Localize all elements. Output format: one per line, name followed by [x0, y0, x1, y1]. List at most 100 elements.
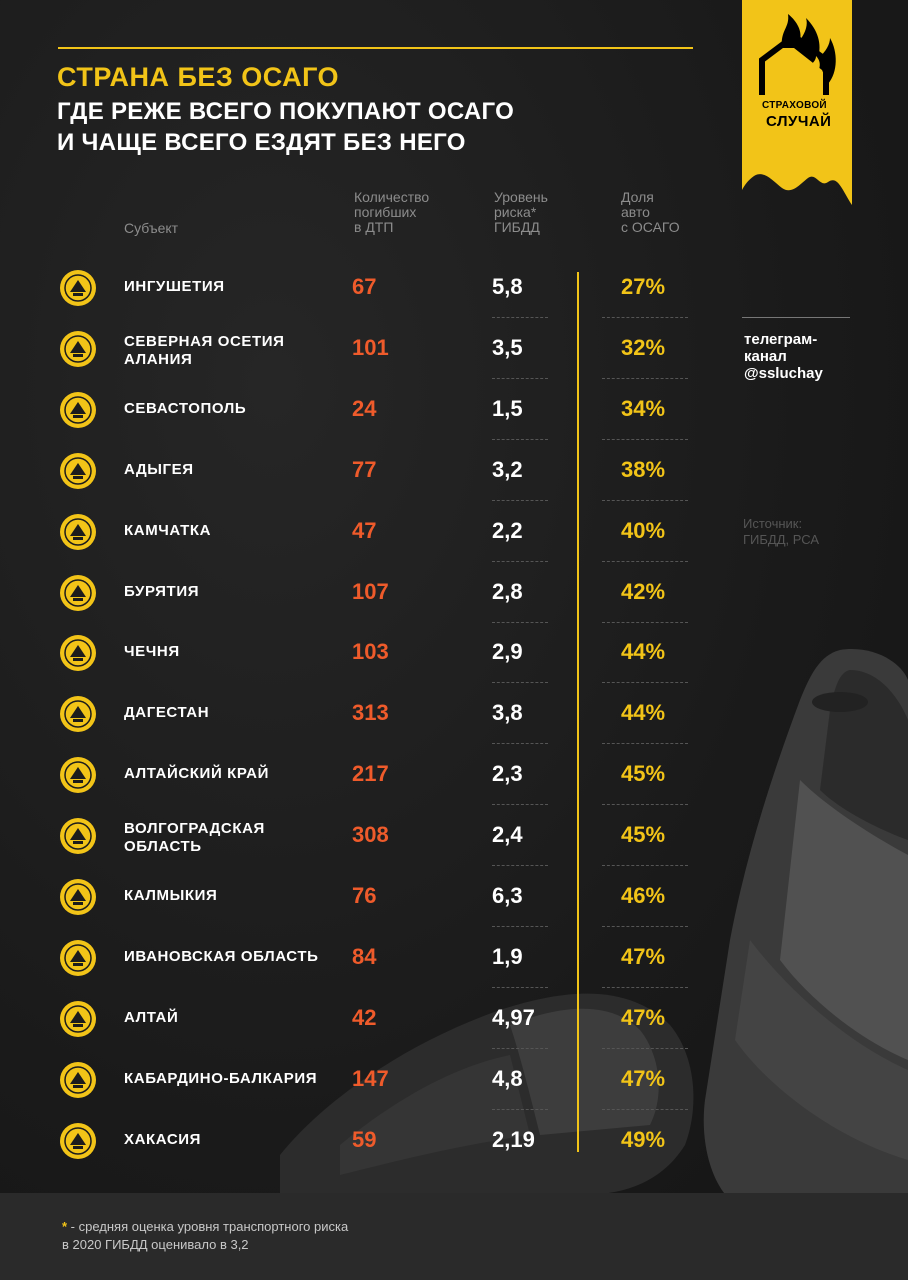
- risk-value: 2,8: [492, 579, 523, 604]
- region-name: СЕВЕРНАЯ ОСЕТИЯ АЛАНИЯ: [124, 333, 285, 369]
- header-risk: Уровень риска* ГИБДД: [494, 190, 548, 235]
- risk-value: 5,8: [492, 274, 523, 299]
- row-separator: [492, 926, 548, 927]
- row-separator: [492, 865, 548, 866]
- row-separator: [492, 1048, 548, 1049]
- region-name-line: КАБАРДИНО-БАЛКАРИЯ: [124, 1070, 318, 1087]
- row-separator: [602, 561, 688, 562]
- table-row: СЕВАСТОПОЛЬ 24 1,5 34%: [0, 380, 908, 441]
- deaths-value: 313: [352, 700, 389, 725]
- table-row: АДЫГЕЯ 77 3,2 38%: [0, 441, 908, 502]
- deaths-value: 107: [352, 579, 389, 604]
- row-separator: [492, 804, 548, 805]
- region-name-line: ИВАНОВСКАЯ ОБЛАСТЬ: [124, 948, 319, 965]
- row-separator: [602, 865, 688, 866]
- telegram-channel[interactable]: телеграм- канал @ssluchay: [744, 331, 823, 382]
- table-row: КАБАРДИНО-БАЛКАРИЯ 147 4,8 47%: [0, 1050, 908, 1111]
- deaths-value: 76: [352, 883, 377, 908]
- row-separator: [492, 1109, 548, 1110]
- table-row: КАМЧАТКА 47 2,2 40%: [0, 502, 908, 563]
- share-value: 47%: [621, 1005, 666, 1030]
- region-name-line: АДЫГЕЯ: [124, 461, 194, 478]
- deaths-value: 147: [352, 1066, 389, 1091]
- footnote: * - средняя оценка уровня транспортного …: [62, 1218, 348, 1254]
- region-name: СЕВАСТОПОЛЬ: [124, 400, 246, 418]
- region-name-line: АЛТАЙ: [124, 1009, 179, 1026]
- region-name-line: АЛАНИЯ: [124, 351, 193, 368]
- region-name-line: ОБЛАСТЬ: [124, 838, 202, 855]
- top-accent-line: [58, 47, 693, 49]
- table-row: ИВАНОВСКАЯ ОБЛАСТЬ 84 1,9 47%: [0, 928, 908, 989]
- logo-text-1: СТРАХОВОЙ: [762, 100, 827, 111]
- column-divider: [577, 272, 579, 1152]
- header-deaths-line-3: в ДТП: [354, 219, 394, 235]
- deaths-value: 308: [352, 822, 389, 847]
- row-separator: [602, 317, 688, 318]
- footnote-star: *: [62, 1219, 68, 1234]
- emblem-icon: [58, 999, 98, 1039]
- header-subject: Субъект: [124, 220, 179, 236]
- share-value: 44%: [621, 700, 666, 725]
- header-risk-line-3: ГИБДД: [494, 219, 540, 235]
- share-value: 47%: [621, 1066, 666, 1091]
- table-row: БУРЯТИЯ 107 2,8 42%: [0, 563, 908, 624]
- emblem-icon: [58, 877, 98, 917]
- region-name: КАЛМЫКИЯ: [124, 887, 217, 905]
- risk-value: 3,8: [492, 700, 523, 725]
- row-separator: [492, 743, 548, 744]
- emblem-icon: [58, 1060, 98, 1100]
- table-row: СЕВЕРНАЯ ОСЕТИЯ АЛАНИЯ 101 3,5 32%: [0, 319, 908, 380]
- header-deaths-line-2: погибших: [354, 204, 417, 220]
- emblem-icon: [58, 512, 98, 552]
- row-separator: [602, 743, 688, 744]
- deaths-value: 103: [352, 639, 389, 664]
- row-separator: [602, 622, 688, 623]
- row-separator: [492, 317, 548, 318]
- region-name-line: ЧЕЧНЯ: [124, 643, 180, 660]
- region-name-line: КАМЧАТКА: [124, 522, 212, 539]
- page-subtitle: ГДЕ РЕЖЕ ВСЕГО ПОКУПАЮТ ОСАГО И ЧАЩЕ ВСЕ…: [57, 96, 514, 158]
- header-share: Доля авто с ОСАГО: [621, 190, 680, 235]
- emblem-icon: [58, 329, 98, 369]
- table-row: ХАКАСИЯ 59 2,19 49%: [0, 1111, 908, 1172]
- header-share-line-2: авто: [621, 204, 650, 220]
- risk-value: 1,9: [492, 944, 523, 969]
- deaths-value: 24: [352, 396, 377, 421]
- region-name: ВОЛГОГРАДСКАЯ ОБЛАСТЬ: [124, 820, 265, 856]
- row-separator: [602, 439, 688, 440]
- emblem-icon: [58, 268, 98, 308]
- table-row: ДАГЕСТАН 313 3,8 44%: [0, 684, 908, 745]
- row-separator: [602, 682, 688, 683]
- region-name: КАБАРДИНО-БАЛКАРИЯ: [124, 1070, 317, 1088]
- risk-value: 2,3: [492, 761, 523, 786]
- table-row: АЛТАЙ 42 4,97 47%: [0, 989, 908, 1050]
- region-name-line: ДАГЕСТАН: [124, 704, 210, 721]
- deaths-value: 67: [352, 274, 377, 299]
- row-separator: [602, 987, 688, 988]
- row-separator: [492, 500, 548, 501]
- header-deaths: Количество погибших в ДТП: [354, 190, 429, 235]
- row-separator: [602, 378, 688, 379]
- table-row: ИНГУШЕТИЯ 67 5,8 27%: [0, 258, 908, 319]
- emblem-icon: [58, 694, 98, 734]
- footer: [0, 1193, 908, 1280]
- share-value: 45%: [621, 822, 666, 847]
- row-separator: [602, 1109, 688, 1110]
- footnote-text-1: - средняя оценка уровня транспортного ри…: [67, 1219, 349, 1234]
- region-name-line: СЕВАСТОПОЛЬ: [124, 400, 247, 417]
- telegram-line-1: телеграм-: [744, 331, 818, 348]
- row-separator: [602, 804, 688, 805]
- deaths-value: 59: [352, 1127, 377, 1152]
- share-value: 27%: [621, 274, 666, 299]
- car-image-large: [703, 649, 908, 1200]
- car-image-small: [280, 993, 694, 1195]
- emblem-icon: [58, 633, 98, 673]
- region-name: АЛТАЙ: [124, 1009, 178, 1027]
- emblem-icon: [58, 1121, 98, 1161]
- region-name-line: ХАКАСИЯ: [124, 1131, 202, 1148]
- emblem-icon: [58, 938, 98, 978]
- telegram-line-2: канал: [744, 348, 787, 365]
- row-separator: [492, 378, 548, 379]
- risk-value: 1,5: [492, 396, 523, 421]
- subtitle-line-1: ГДЕ РЕЖЕ ВСЕГО ПОКУПАЮТ ОСАГО: [57, 98, 515, 125]
